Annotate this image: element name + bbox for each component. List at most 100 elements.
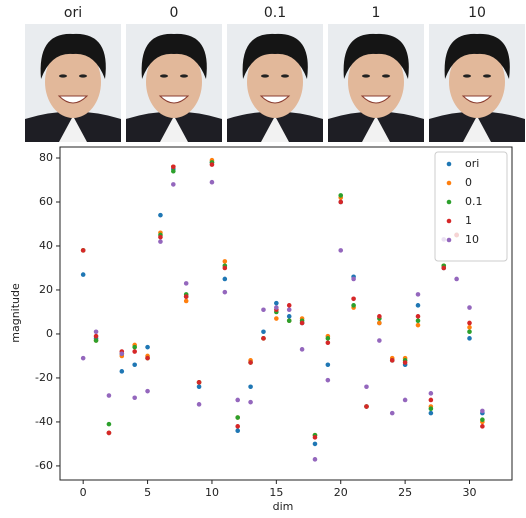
point [338,248,343,253]
point [300,321,305,326]
point [274,301,279,306]
face-image [25,24,121,142]
y-tick-label: 80 [39,151,53,164]
point [351,277,356,282]
point [235,415,240,420]
point [235,424,240,429]
point [132,345,137,350]
eye [382,74,390,77]
x-tick-label: 25 [398,486,412,499]
point [223,266,228,271]
x-tick-label: 20 [334,486,348,499]
point [480,424,485,429]
x-tick-label: 0 [80,486,87,499]
x-tick-label: 30 [463,486,477,499]
x-tick-label: 15 [269,486,283,499]
point [94,329,99,334]
point [274,316,279,321]
point [287,303,292,308]
point [235,428,240,433]
y-axis-label: magnitude [9,283,22,343]
point [326,336,331,341]
point [313,442,318,447]
point [467,325,472,330]
point [223,259,228,264]
y-tick-label: 60 [39,195,53,208]
x-axis-label: dim [273,500,294,513]
point [171,169,176,174]
point [274,305,279,310]
point [94,334,99,339]
point [416,318,421,323]
point [338,200,343,205]
point [94,338,99,343]
point [429,411,434,416]
point [338,193,343,198]
figure: ori00.1110 dim magnitude 051015202530-60… [0,0,526,514]
point [287,314,292,319]
point [158,213,163,218]
legend-label: 1 [465,214,472,227]
image-label: ori [64,5,82,21]
point [107,422,112,427]
point [171,164,176,169]
point [197,402,202,407]
point [454,277,459,282]
face-image [126,24,222,142]
legend-label: ori [465,157,479,170]
point [377,314,382,319]
point [184,294,189,299]
legend-marker [447,181,452,186]
point [300,347,305,352]
point [351,303,356,308]
legend-marker [447,162,452,167]
point [145,356,150,361]
point [467,321,472,326]
y-tick-label: 0 [46,327,53,340]
point [467,329,472,334]
point [313,435,318,440]
point [132,395,137,400]
point [248,360,253,365]
point [197,384,202,389]
point [120,369,125,374]
eye [160,74,168,77]
point [158,235,163,240]
point [441,266,446,271]
point [120,351,125,356]
point [467,305,472,310]
eye [261,74,269,77]
point [145,345,150,350]
point [480,417,485,422]
point [248,384,253,389]
point [287,318,292,323]
point [184,281,189,286]
y-tick-label: -40 [35,415,53,428]
point [390,411,395,416]
point [429,398,434,403]
eye [362,74,370,77]
point [107,431,112,436]
point [416,323,421,328]
point [171,182,176,187]
face-image [429,24,525,142]
image-label: 0.1 [264,5,286,21]
point [81,356,86,361]
point [223,277,228,282]
y-tick-label: -60 [35,459,53,472]
y-tick-label: 40 [39,239,53,252]
face-image [328,24,424,142]
point [287,307,292,312]
face-image [227,24,323,142]
point [390,358,395,363]
y-tick-label: -20 [35,371,53,384]
point [197,380,202,385]
point [326,340,331,345]
legend-marker [447,219,452,224]
legend-marker [447,238,452,243]
eye [180,74,188,77]
legend-label: 0.1 [465,195,483,208]
point [403,360,408,365]
point [416,314,421,319]
image-strip: ori00.1110 [25,5,525,142]
